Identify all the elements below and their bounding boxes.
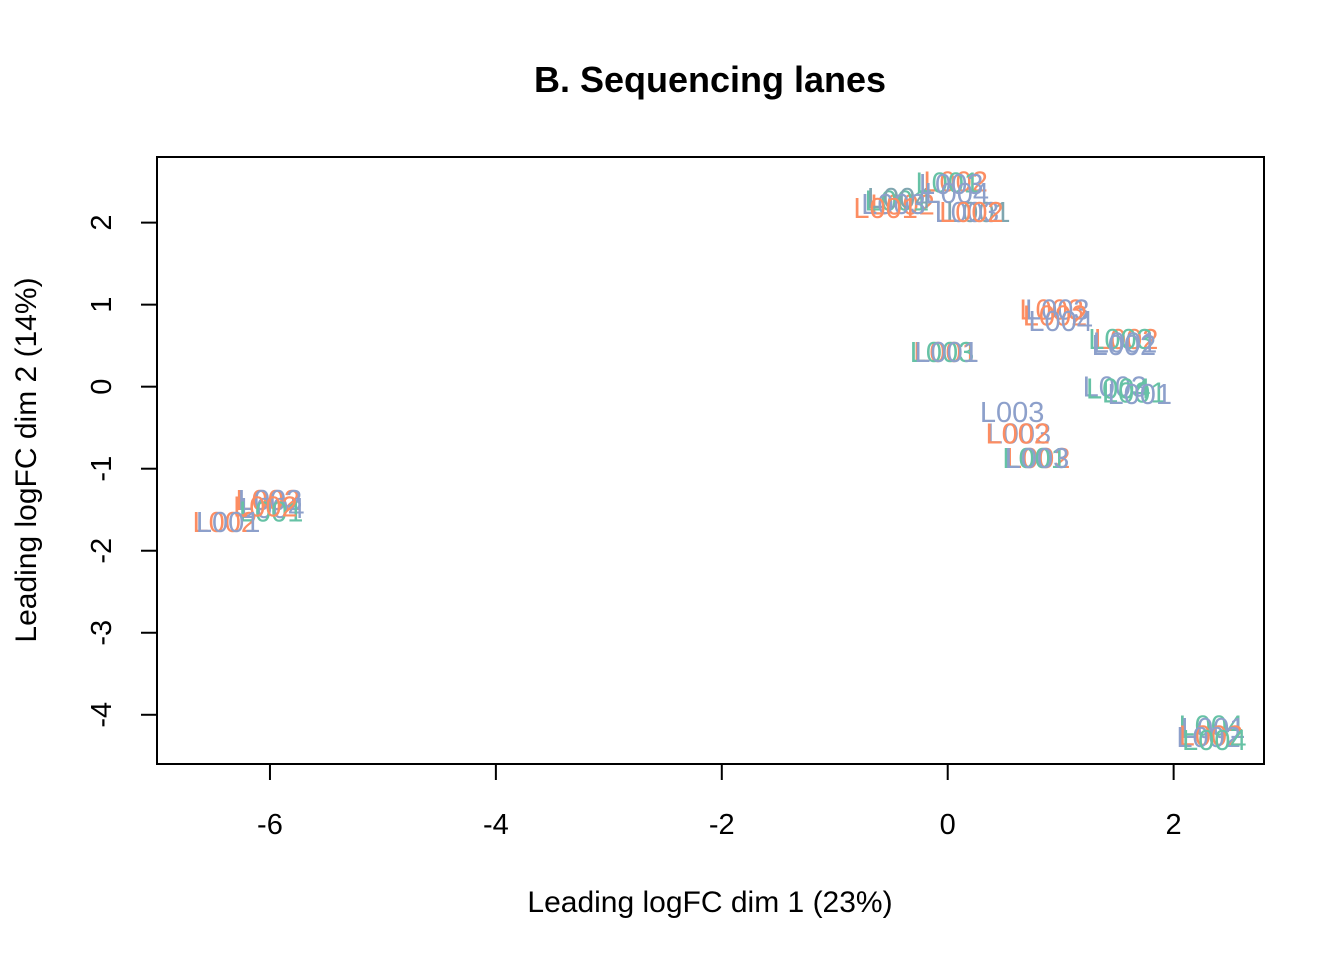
point-label-l003: L003: [861, 189, 926, 221]
point-label-l003: L003: [987, 418, 1052, 450]
point-label-l001: L001: [239, 496, 304, 528]
point-label-l003: L003: [1025, 295, 1090, 327]
chart-title: B. Sequencing lanes: [534, 59, 886, 100]
point-label-l002: L002: [1006, 443, 1071, 475]
point-label-l003: L003: [1083, 372, 1148, 404]
point-label-l003: L003: [238, 485, 303, 517]
y-axis-label: Leading logFC dim 2 (14%): [10, 277, 43, 642]
x-tick-label: -6: [257, 809, 283, 841]
point-label-l002: L002: [870, 190, 935, 222]
point-label-l003: L003: [935, 197, 1000, 229]
point-label-l001: L001: [196, 507, 261, 539]
point-label-l002: L002: [235, 485, 300, 517]
x-axis-label: Leading logFC dim 1 (23%): [527, 886, 892, 919]
point-label-l002: L002: [1176, 722, 1241, 754]
point-label-l004: L004: [240, 493, 305, 525]
point-label-l001: L001: [914, 337, 979, 369]
point-label-l001: L001: [1107, 379, 1172, 411]
point-label-l001: L001: [913, 337, 978, 369]
point-label-l002: L002: [1179, 720, 1244, 752]
point-label-l003: L003: [919, 169, 984, 201]
point-label-l004: L004: [924, 178, 989, 210]
y-tick-label: -4: [86, 702, 118, 728]
point-labels: L002L001L004L003L001L002L001L003L004L001…: [193, 167, 1247, 758]
y-tick-label: -2: [86, 538, 118, 564]
point-label-l004: L004: [1179, 710, 1244, 742]
x-tick-label: -4: [483, 809, 509, 841]
point-label-l002: L002: [923, 167, 988, 199]
point-label-l004: L004: [1086, 373, 1151, 405]
point-label-l003: L003: [1019, 295, 1084, 327]
point-label-l001: L001: [946, 197, 1011, 229]
point-label-l003: L003: [910, 337, 975, 369]
y-tick-label: -3: [86, 620, 118, 646]
point-label-l002: L002: [985, 418, 1050, 450]
y-tick-label: 0: [86, 379, 118, 395]
y-axis: -4 -3 -2 -1 0 1 2: [86, 215, 158, 728]
x-tick-label: -2: [709, 809, 735, 841]
y-tick-label: -1: [86, 456, 118, 482]
point-label-l004: L004: [1182, 725, 1247, 757]
point-label-l001: L001: [1093, 327, 1158, 359]
x-axis: -6 -4 -2 0 2: [257, 763, 1182, 841]
point-label-l001: L001: [853, 193, 918, 225]
point-label-l002: L002: [1094, 324, 1159, 356]
point-label-l002: L002: [1023, 300, 1088, 332]
point-label-l001: L001: [915, 167, 980, 199]
point-label-l003: L003: [980, 397, 1045, 429]
plot-frame: [156, 156, 1265, 765]
point-label-l004: L004: [1028, 306, 1093, 338]
point-label-l003: L003: [1005, 443, 1070, 475]
point-label-l001: L001: [1102, 377, 1167, 409]
point-label-l001: L001: [1181, 713, 1246, 745]
point-label-l004: L004: [867, 183, 932, 215]
point-label-l002: L002: [233, 491, 298, 523]
point-label-l002: L002: [1092, 330, 1157, 362]
point-label-l002: L002: [939, 197, 1004, 229]
y-tick-label: 2: [86, 215, 118, 231]
y-tick-label: 1: [86, 297, 118, 313]
point-label-l003: L003: [1088, 324, 1153, 356]
point-label-l001: L001: [865, 185, 930, 217]
x-tick-label: 0: [940, 809, 956, 841]
x-tick-label: 2: [1166, 809, 1182, 841]
point-label-l002: L002: [193, 507, 258, 539]
point-label-l001: L001: [1002, 443, 1067, 475]
